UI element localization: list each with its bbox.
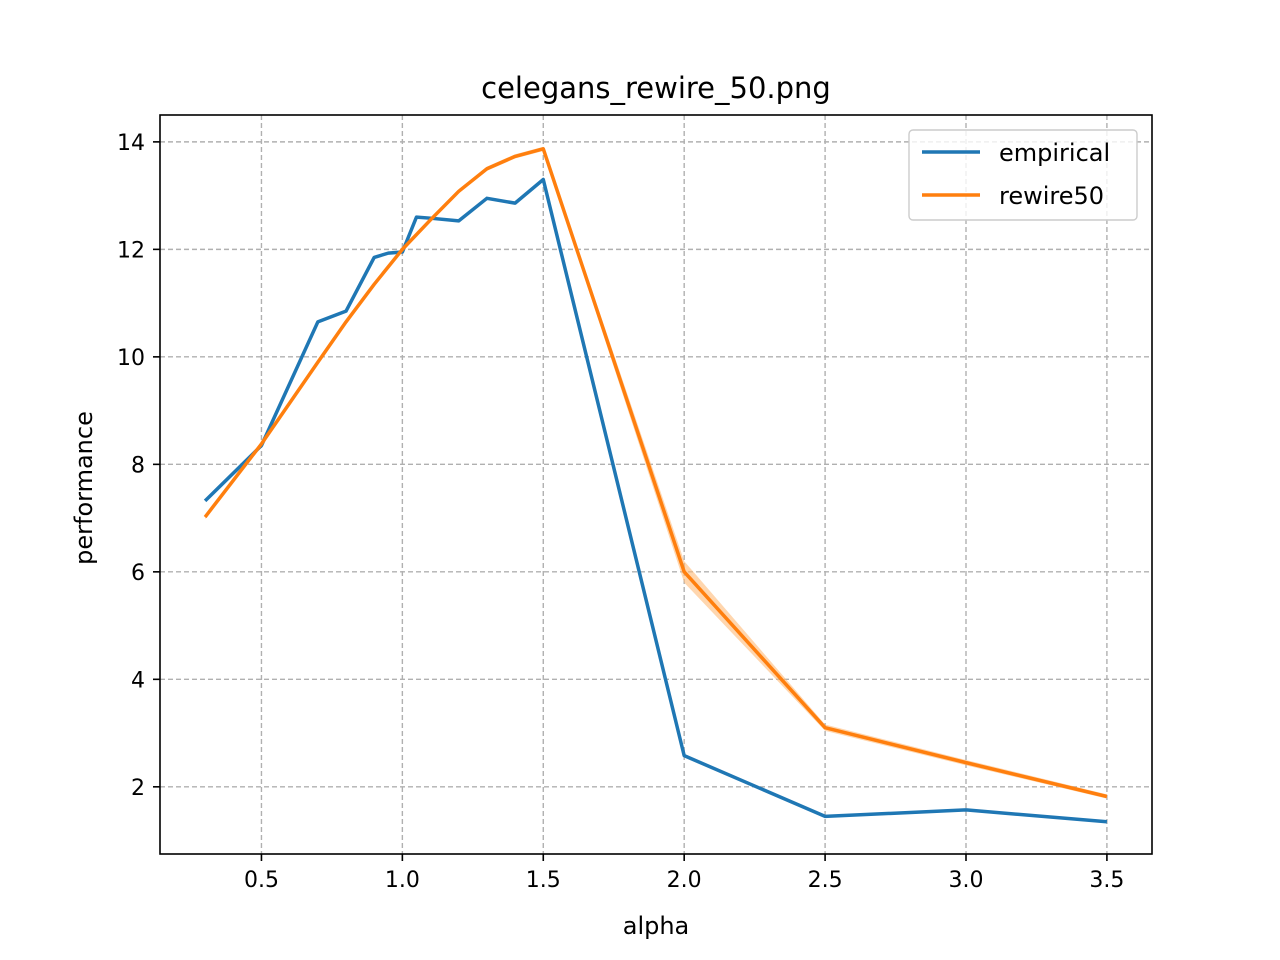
x-tick-label: 3.5 (1089, 868, 1124, 893)
x-tick-label: 0.5 (244, 868, 279, 893)
y-axis-label: performance (70, 411, 98, 565)
y-tick-label: 4 (131, 668, 145, 693)
chart-title: celegans_rewire_50.png (481, 71, 831, 105)
x-tick-label: 2.5 (808, 868, 843, 893)
x-tick-label: 2.0 (667, 868, 702, 893)
series-lines (203, 147, 1108, 824)
y-tick-label: 10 (117, 346, 145, 371)
x-tick-label: 3.0 (949, 868, 984, 893)
x-axis-ticks: 0.5 1.0 1.5 2.0 2.5 3.0 3.5 (244, 854, 1124, 893)
y-tick-label: 8 (131, 453, 145, 478)
x-tick-label: 1.5 (526, 868, 561, 893)
y-tick-label: 6 (131, 561, 145, 586)
legend-label-rewire50: rewire50 (999, 182, 1104, 210)
y-axis-ticks: 2 4 6 8 10 12 14 (117, 131, 160, 801)
plot-area-frame (159, 114, 1153, 855)
confidence-band-rewire50 (205, 146, 1107, 799)
confidence-bands (205, 146, 1107, 799)
y-tick-label: 2 (131, 776, 145, 801)
y-tick-label: 12 (117, 238, 145, 263)
x-tick-label: 1.0 (385, 868, 420, 893)
grid (160, 115, 1152, 854)
legend-label-empirical: empirical (999, 139, 1110, 167)
series-line-rewire50 (203, 147, 1108, 799)
series-line-empirical (203, 177, 1108, 824)
y-tick-label: 14 (117, 131, 145, 156)
legend: empirical rewire50 (908, 129, 1138, 221)
x-axis-label: alpha (623, 912, 690, 940)
